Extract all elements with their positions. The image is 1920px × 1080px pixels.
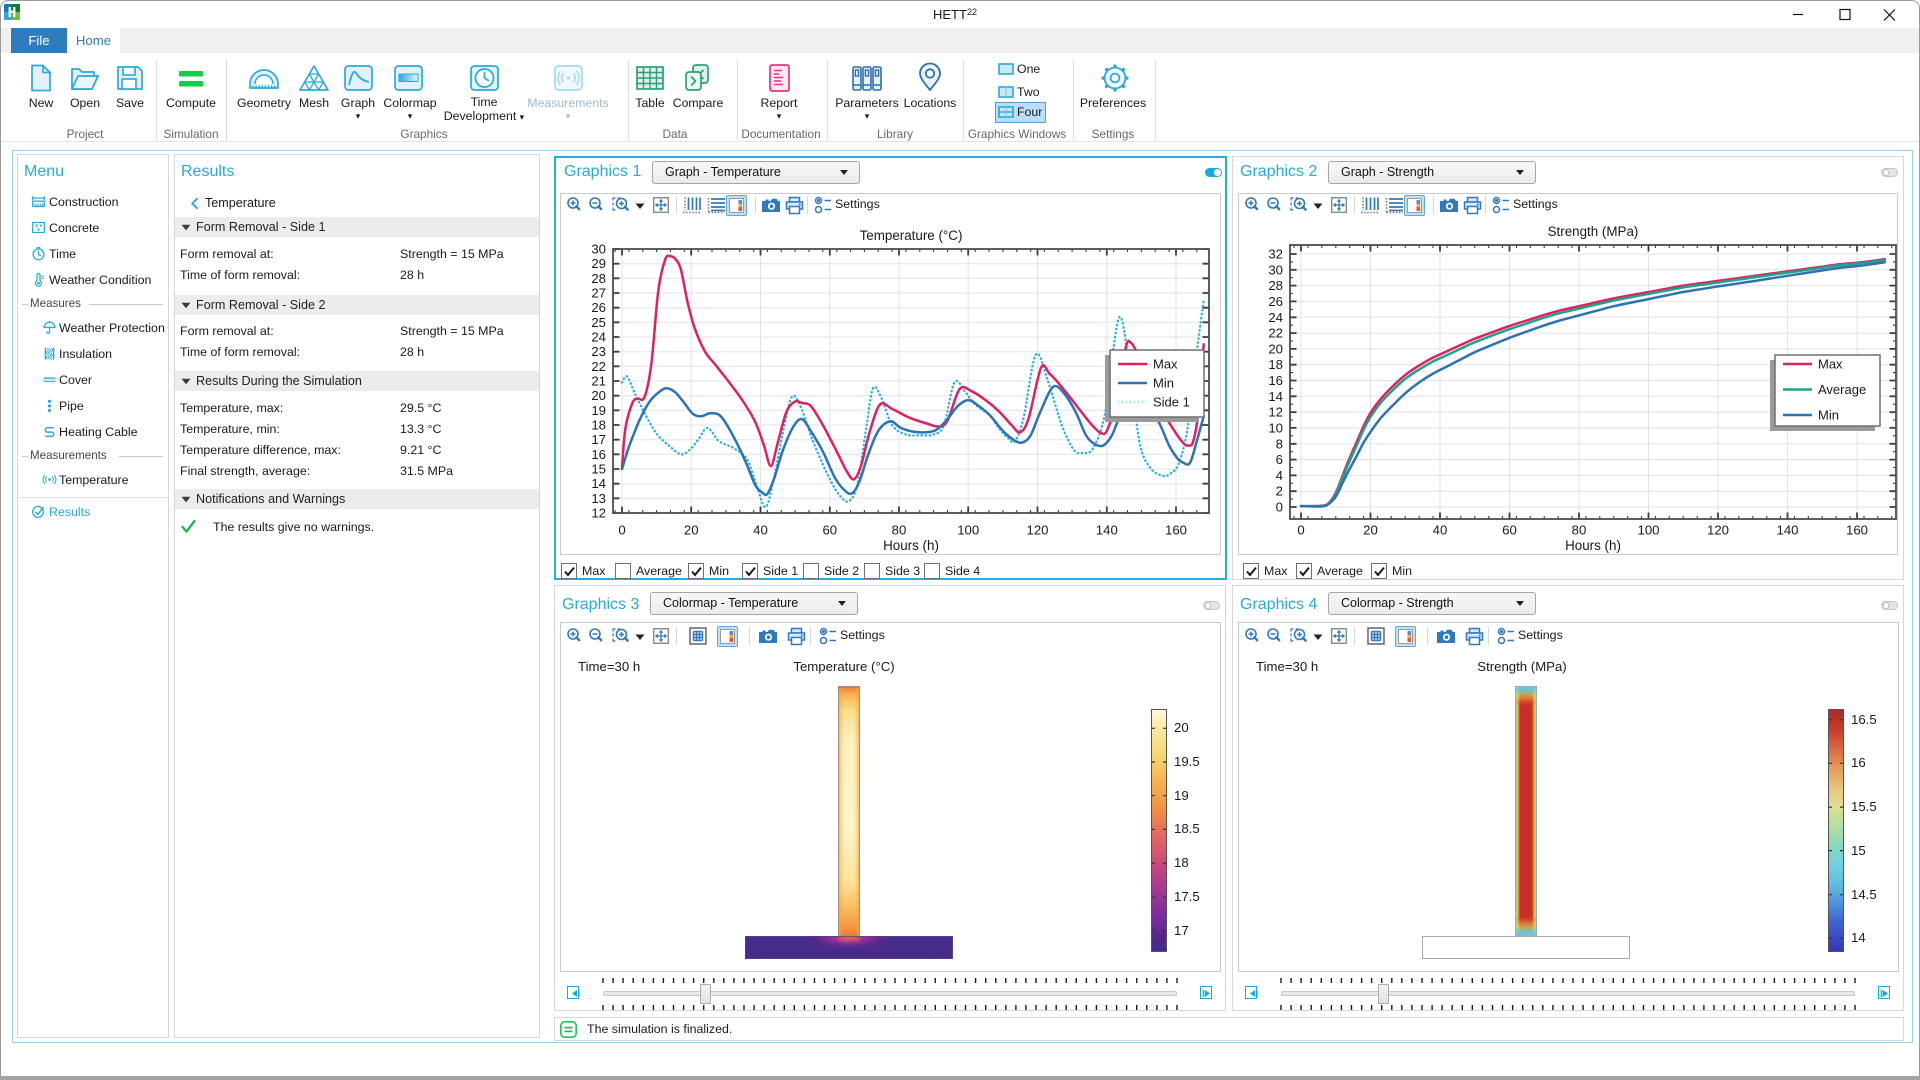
svg-text:18: 18 xyxy=(1268,357,1283,372)
svg-text:22: 22 xyxy=(1268,326,1283,341)
svg-text:2: 2 xyxy=(1276,484,1283,499)
svg-text:Max: Max xyxy=(1818,357,1843,372)
svg-text:21: 21 xyxy=(591,374,606,389)
svg-text:Max: Max xyxy=(1153,357,1178,372)
svg-text:Average: Average xyxy=(1818,382,1866,397)
svg-text:140: 140 xyxy=(1776,523,1798,538)
svg-text:26: 26 xyxy=(1268,294,1283,309)
svg-text:4: 4 xyxy=(1276,468,1283,483)
svg-text:12: 12 xyxy=(1268,405,1283,420)
svg-text:23: 23 xyxy=(591,344,606,359)
svg-text:12: 12 xyxy=(591,506,606,521)
svg-text:60: 60 xyxy=(1502,523,1517,538)
svg-text:80: 80 xyxy=(1572,523,1587,538)
svg-text:16: 16 xyxy=(591,447,606,462)
svg-text:Temperature (°C): Temperature (°C) xyxy=(860,228,963,243)
svg-text:18: 18 xyxy=(591,418,606,433)
svg-text:160: 160 xyxy=(1165,523,1187,538)
svg-text:0: 0 xyxy=(1297,523,1304,538)
svg-text:32: 32 xyxy=(1268,247,1283,262)
svg-text:26: 26 xyxy=(591,300,606,315)
svg-text:13: 13 xyxy=(591,491,606,506)
svg-text:28: 28 xyxy=(591,271,606,286)
svg-text:28: 28 xyxy=(1268,278,1283,293)
svg-text:Min: Min xyxy=(1153,376,1174,391)
svg-text:24: 24 xyxy=(591,330,606,345)
svg-text:20: 20 xyxy=(1268,341,1283,356)
svg-text:30: 30 xyxy=(591,242,606,257)
svg-text:29: 29 xyxy=(591,256,606,271)
svg-text:60: 60 xyxy=(822,523,837,538)
svg-text:20: 20 xyxy=(684,523,699,538)
svg-text:40: 40 xyxy=(753,523,768,538)
svg-text:20: 20 xyxy=(1363,523,1378,538)
svg-text:30: 30 xyxy=(1268,262,1283,277)
svg-text:10: 10 xyxy=(1268,420,1283,435)
svg-text:24: 24 xyxy=(1268,310,1283,325)
svg-text:20: 20 xyxy=(591,388,606,403)
svg-text:80: 80 xyxy=(892,523,907,538)
svg-text:Hours (h): Hours (h) xyxy=(883,538,939,553)
svg-text:100: 100 xyxy=(1637,523,1659,538)
svg-text:Strength (MPa): Strength (MPa) xyxy=(1548,224,1639,239)
svg-text:6: 6 xyxy=(1276,452,1283,467)
svg-text:25: 25 xyxy=(591,315,606,330)
svg-text:8: 8 xyxy=(1276,436,1283,451)
svg-text:120: 120 xyxy=(1026,523,1048,538)
svg-text:140: 140 xyxy=(1096,523,1118,538)
svg-text:160: 160 xyxy=(1846,523,1868,538)
svg-text:Min: Min xyxy=(1818,408,1839,423)
svg-text:40: 40 xyxy=(1433,523,1448,538)
svg-text:16: 16 xyxy=(1268,373,1283,388)
svg-text:14: 14 xyxy=(1268,389,1283,404)
svg-text:0: 0 xyxy=(618,523,625,538)
svg-text:17: 17 xyxy=(591,432,606,447)
svg-text:27: 27 xyxy=(591,286,606,301)
svg-text:15: 15 xyxy=(591,462,606,477)
svg-text:0: 0 xyxy=(1276,500,1283,515)
svg-text:22: 22 xyxy=(591,359,606,374)
svg-text:100: 100 xyxy=(957,523,979,538)
svg-text:14: 14 xyxy=(591,476,606,491)
svg-text:120: 120 xyxy=(1707,523,1729,538)
svg-text:Side 1: Side 1 xyxy=(1153,395,1190,410)
svg-text:19: 19 xyxy=(591,403,606,418)
svg-text:Hours (h): Hours (h) xyxy=(1565,538,1621,553)
